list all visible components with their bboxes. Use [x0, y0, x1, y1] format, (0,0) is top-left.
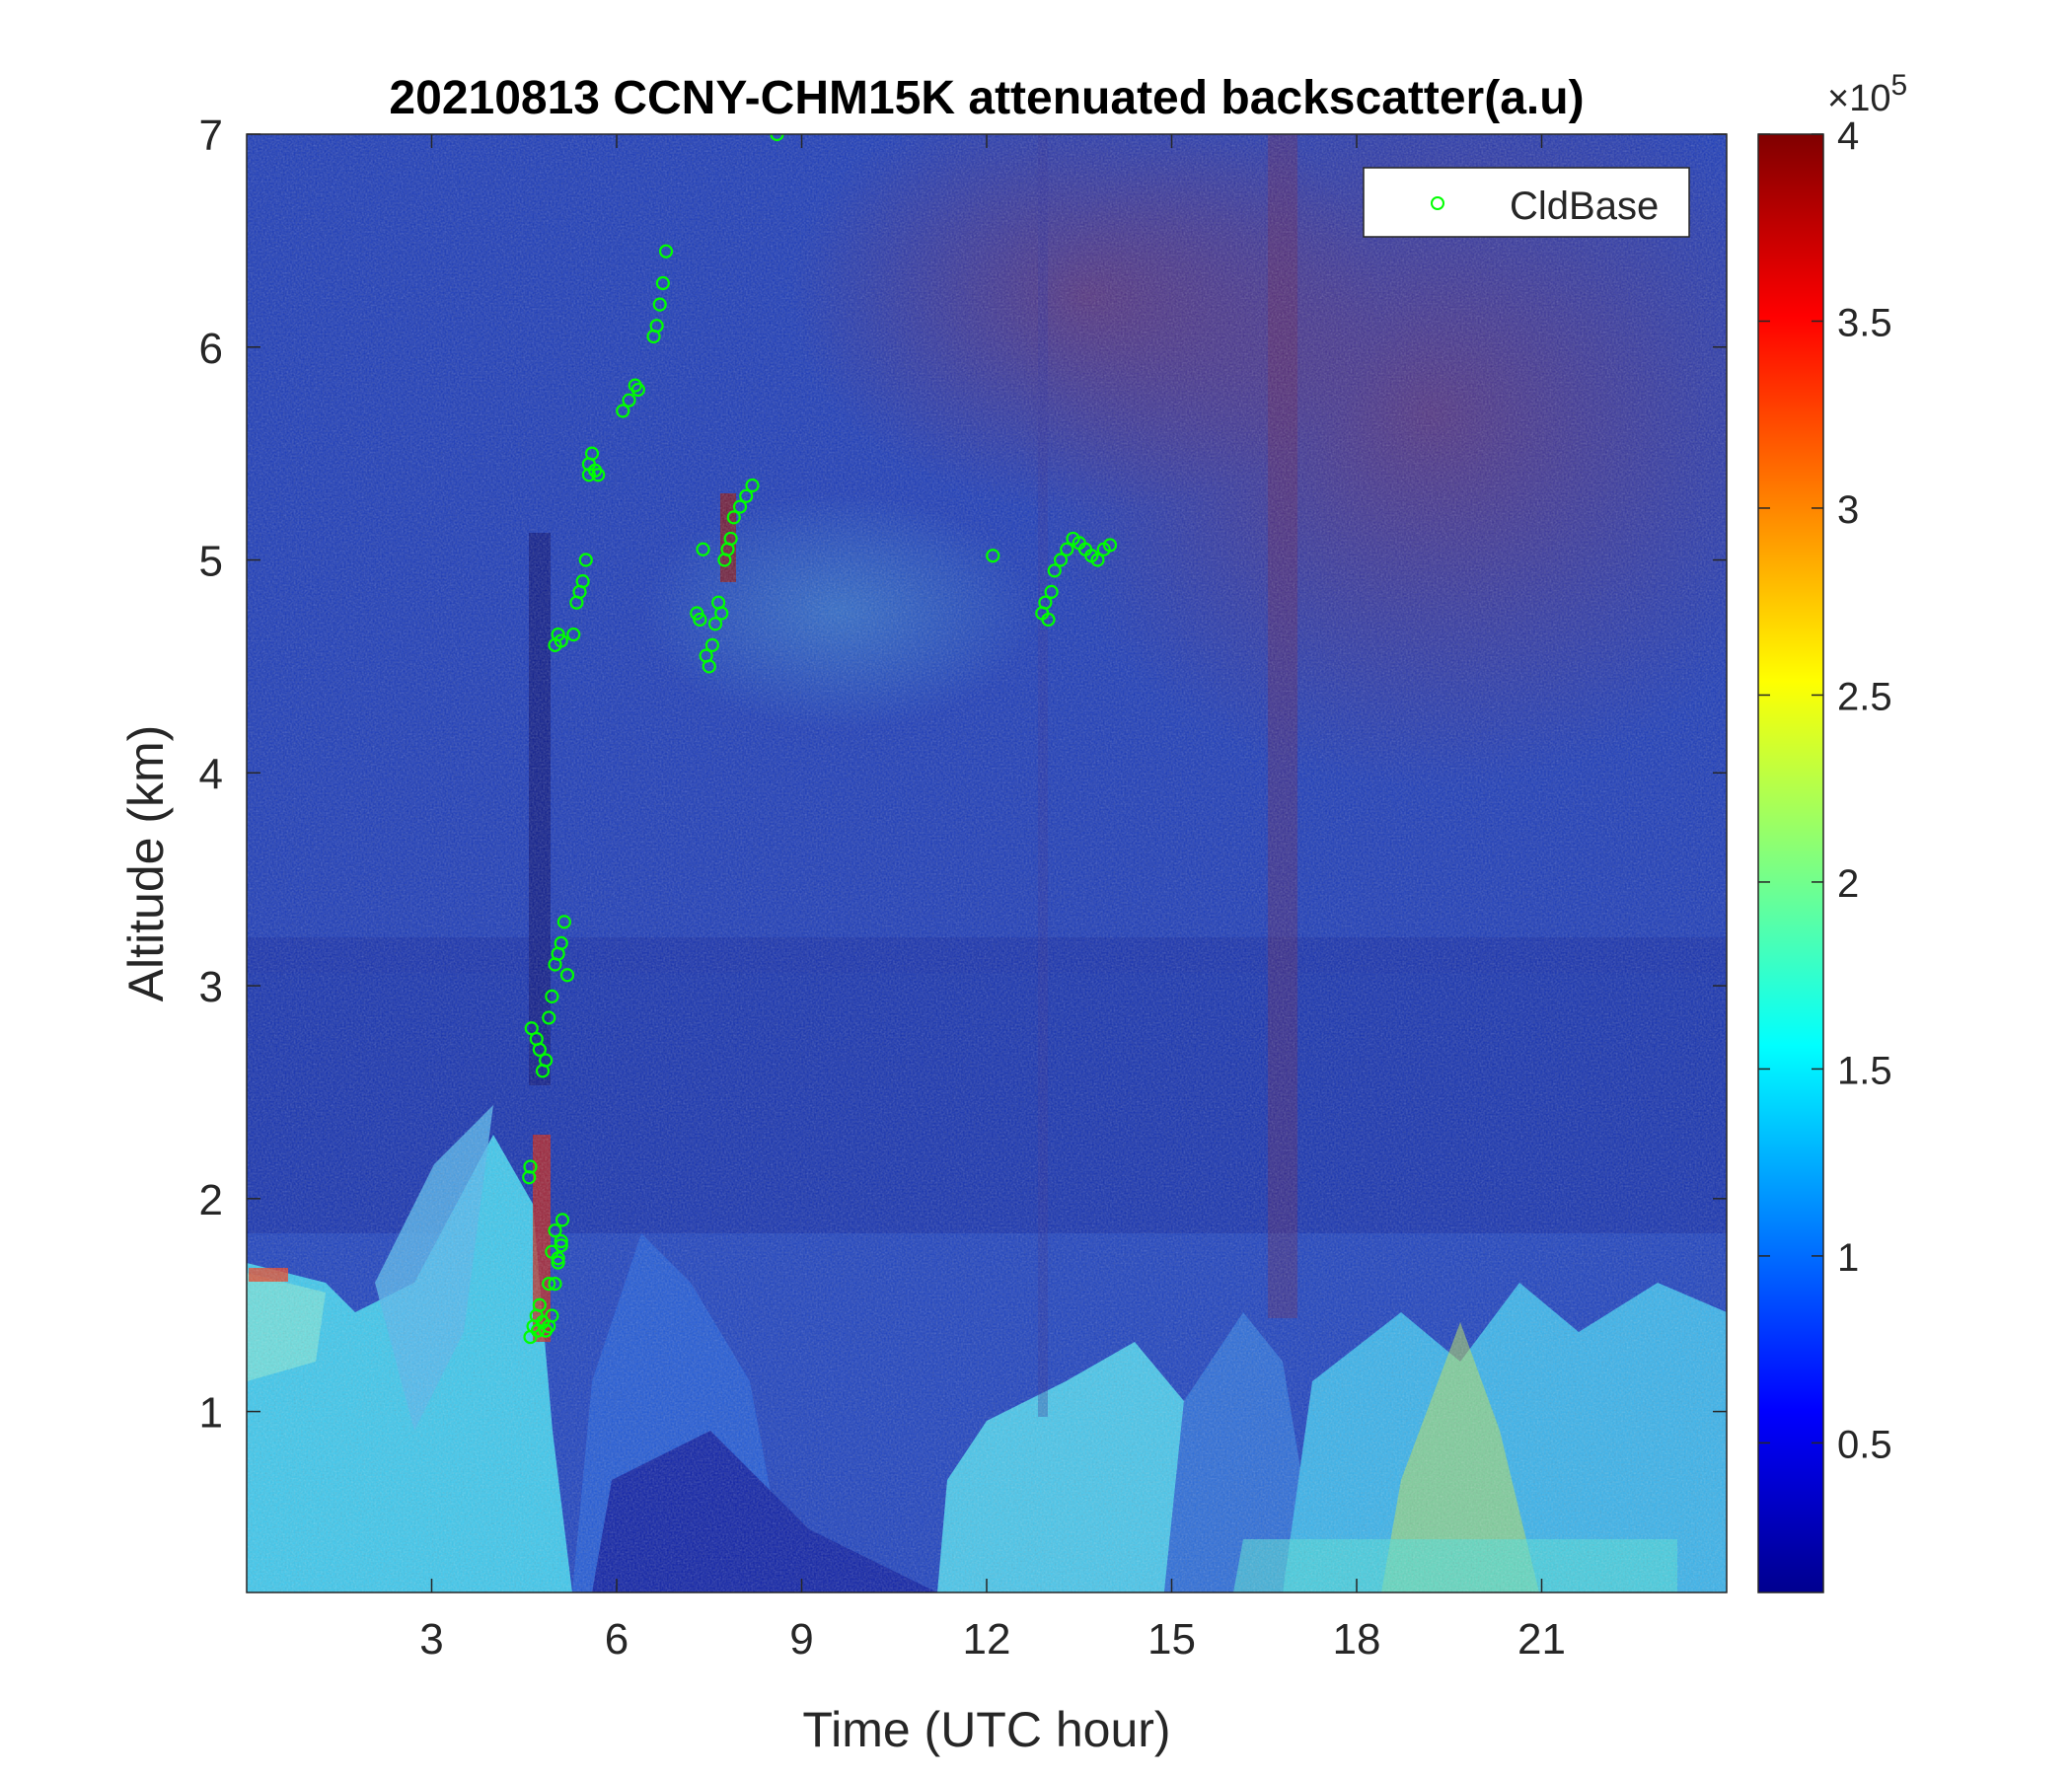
- y-axis-ticks: 1 2 3 4 5 6 7: [199, 111, 1727, 1438]
- cloud-base-point: [523, 1159, 538, 1174]
- cloud-base-point: [542, 1010, 556, 1025]
- cloud-base-point: [622, 393, 636, 407]
- cloud-base-point: [1102, 538, 1118, 553]
- cloud-base-point: [566, 627, 581, 642]
- chart-title: 20210813 CCNY-CHM15K attenuated backscat…: [389, 72, 1584, 124]
- cloud-base-point: [770, 134, 784, 142]
- cloud-base-point: [575, 574, 590, 589]
- x-tick-label: 18: [1333, 1615, 1381, 1664]
- x-tick-label: 3: [419, 1615, 443, 1664]
- cloud-base-point: [591, 468, 606, 482]
- colorbar-tick-label: 4: [1837, 114, 1859, 158]
- cloud-base-point: [554, 1233, 568, 1249]
- cloud-base-point: [655, 275, 670, 291]
- cloud-base-point: [1041, 612, 1056, 628]
- x-tick-label: 21: [1517, 1615, 1566, 1664]
- cloud-base-point: [652, 297, 667, 312]
- cloud-base-point: [732, 499, 748, 514]
- cloud-base-point: [555, 1213, 570, 1227]
- cloud-base-point: [658, 244, 674, 259]
- legend-marker-icon: [1431, 196, 1444, 210]
- cloud-base-point: [1053, 553, 1069, 567]
- legend-box: [1363, 167, 1690, 238]
- cloud-base-point: [551, 1251, 565, 1266]
- colorbar-gradient: [1757, 133, 1824, 1593]
- legend-label: CldBase: [1510, 185, 1659, 228]
- y-tick-label: 5: [199, 538, 223, 586]
- colorbar-tick-label: 0.5: [1837, 1423, 1892, 1466]
- cloud-base-point: [556, 915, 571, 929]
- cloud-base-point: [548, 1277, 562, 1292]
- cloud-base-point: [693, 612, 707, 628]
- x-axis-ticks: 3 6 9 12 15 18 21: [419, 134, 1566, 1664]
- cloud-base-point: [739, 488, 754, 503]
- colorbar-tick-label: 3: [1837, 488, 1859, 532]
- colorbar-tick-label: 2: [1837, 862, 1859, 906]
- cloud-base-point: [545, 989, 559, 1003]
- x-tick-label: 12: [963, 1615, 1011, 1664]
- cloud-base-point: [548, 1223, 562, 1238]
- cloud-base-point: [551, 1255, 565, 1270]
- cloud-base-point: [554, 1238, 568, 1253]
- cloud-base-point: [1047, 563, 1062, 578]
- cloud-base-point: [554, 935, 568, 951]
- colorbar: 0.5 1 1.5 2 2.5 3 3.5 4 ×105: [1757, 69, 1907, 1593]
- cloud-base-point: [616, 404, 630, 418]
- cloud-base-point: [584, 446, 600, 461]
- cloud-base-point: [707, 617, 723, 631]
- cloud-base-point: [745, 478, 760, 493]
- y-tick-label: 3: [199, 963, 223, 1011]
- y-tick-label: 1: [199, 1389, 223, 1438]
- cloud-base-point: [539, 1053, 554, 1068]
- cloud-base-point: [559, 968, 575, 983]
- y-tick-label: 6: [199, 325, 223, 373]
- cloud-base-point: [578, 553, 593, 567]
- colorbar-tick-label: 3.5: [1837, 301, 1892, 344]
- y-tick-label: 4: [199, 750, 223, 798]
- cloud-base-point: [532, 1297, 547, 1312]
- cloud-base-point: [649, 319, 664, 333]
- cloud-base-point: [545, 1308, 559, 1323]
- x-axis-label: Time (UTC hour): [802, 1702, 1170, 1757]
- colorbar-multiplier: ×105: [1827, 69, 1907, 119]
- cloud-base-point: [704, 637, 719, 652]
- x-tick-label: 6: [605, 1615, 629, 1664]
- y-tick-label: 7: [199, 111, 223, 160]
- cloud-base-point: [630, 382, 645, 398]
- colorbar-tick-label: 2.5: [1837, 675, 1892, 718]
- cloud-base-point: [1060, 542, 1074, 556]
- cloud-base-point: [542, 1277, 556, 1292]
- cloud-base-point: [1090, 553, 1105, 567]
- x-tick-label: 9: [789, 1615, 813, 1664]
- cloud-base-point: [726, 510, 741, 525]
- cloud-base-point: [723, 531, 738, 547]
- cloud-base-point: [554, 633, 568, 648]
- cloud-base-point: [986, 549, 1000, 563]
- backscatter-heatmap: [247, 134, 1727, 1592]
- y-axis-label: Altitude (km): [118, 725, 174, 1002]
- y-tick-label: 2: [199, 1176, 223, 1224]
- colorbar-ticks: 0.5 1 1.5 2 2.5 3 3.5 4: [1758, 114, 1892, 1466]
- cloud-base-point: [714, 606, 729, 621]
- cloud-base-point: [532, 1042, 547, 1057]
- cloud-base-point: [1038, 595, 1053, 610]
- cloud-base-point: [702, 659, 716, 674]
- colorbar-tick-label: 1.5: [1837, 1049, 1892, 1092]
- legend: CldBase: [1363, 167, 1690, 238]
- cloud-base-point: [696, 542, 710, 556]
- cloud-base-point: [1044, 584, 1059, 599]
- cloud-base-series: [522, 134, 1118, 1345]
- colorbar-tick-label: 1: [1837, 1236, 1859, 1280]
- x-tick-label: 15: [1147, 1615, 1196, 1664]
